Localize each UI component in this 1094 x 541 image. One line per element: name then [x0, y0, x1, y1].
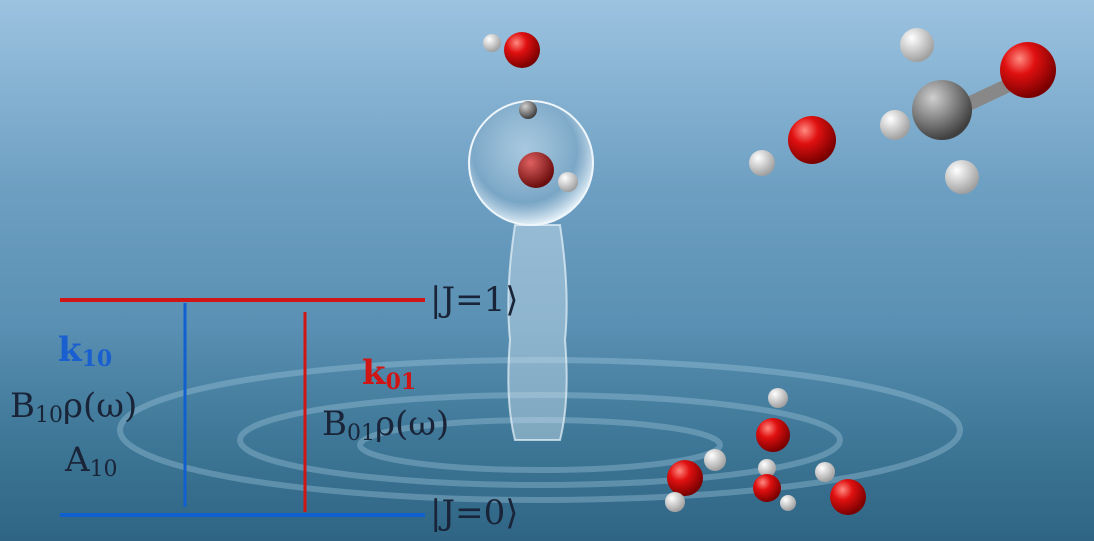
symbol: A: [64, 440, 90, 480]
factor: ρ(ω): [375, 404, 449, 444]
symbol: B: [322, 404, 347, 444]
symbol: k: [362, 353, 387, 393]
symbol: k: [58, 330, 83, 370]
subscript: 01: [386, 369, 417, 395]
illustration: |J=1⟩ |J=0⟩ k10 B10ρ(ω) A10 k01 B01ρ(ω): [0, 0, 1094, 541]
lower-level-label: |J=0⟩: [430, 493, 518, 533]
subscript: 10: [90, 457, 118, 482]
downward-stimulated: B10ρ(ω): [10, 386, 137, 428]
subscript: 10: [35, 403, 63, 428]
upward-stimulated: B01ρ(ω): [322, 404, 449, 446]
subscript: 01: [347, 421, 375, 446]
subscript: 10: [82, 346, 113, 372]
upper-level-label: |J=1⟩: [430, 280, 518, 320]
factor: ρ(ω): [63, 386, 137, 426]
symbol: B: [10, 386, 35, 426]
